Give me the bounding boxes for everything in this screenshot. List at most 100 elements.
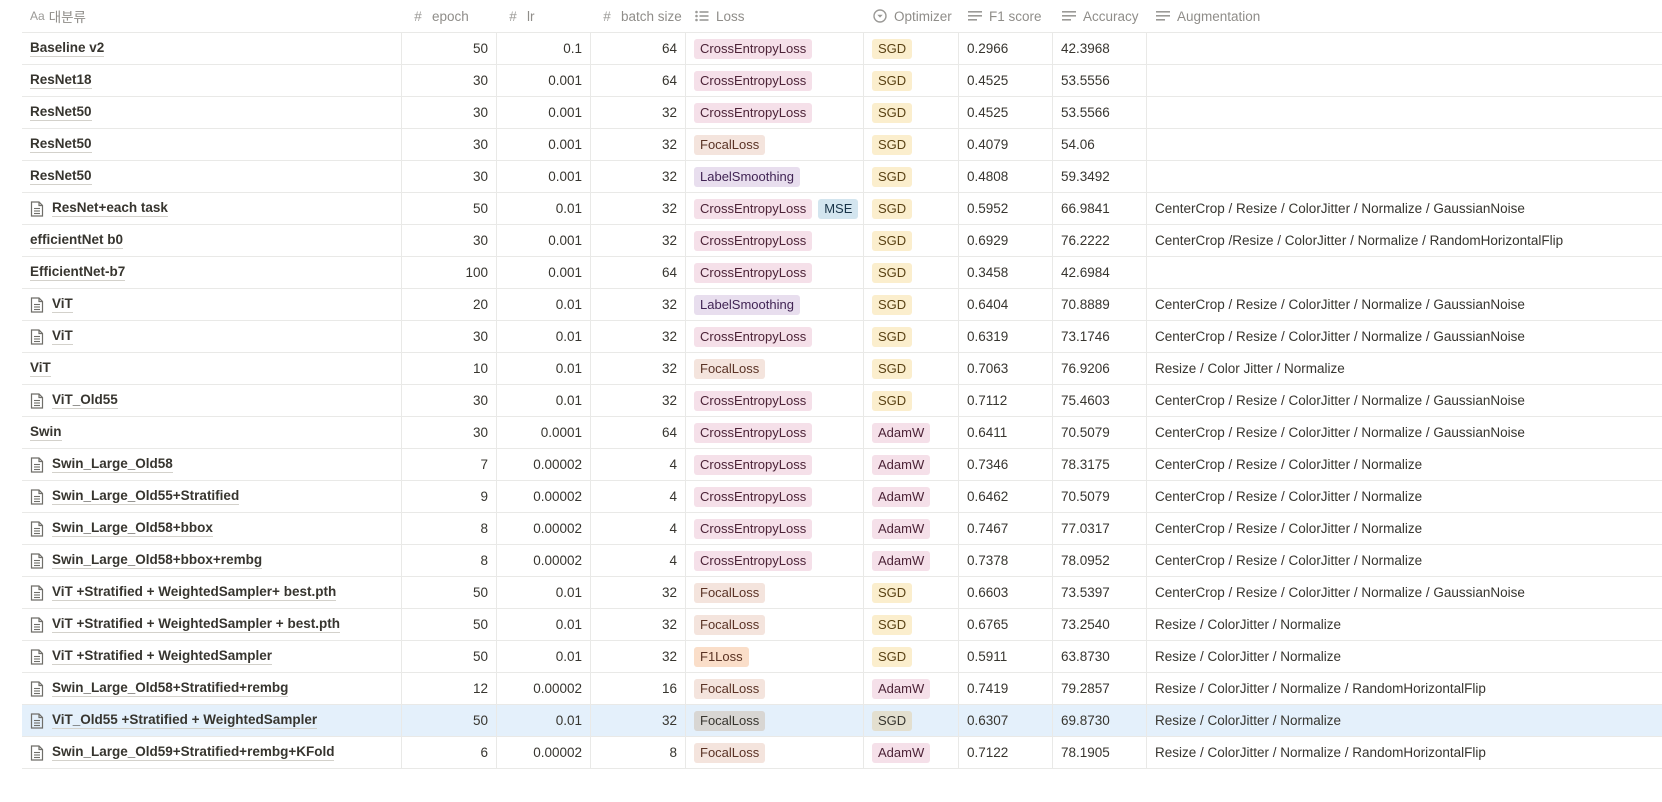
cell-optimizer[interactable]: AdamW [864,673,959,704]
cell-lr[interactable]: 0.01 [497,641,591,672]
cell-lr[interactable]: 0.001 [497,97,591,128]
row-title[interactable]: Swin_Large_Old59+Stratified+rembg+KFold [52,744,335,761]
table-row[interactable]: ViT_Old55 30 0.01 32 CrossEntropyLoss SG… [22,385,1662,417]
cell-epoch[interactable]: 10 [402,353,497,384]
column-header-name[interactable]: Aa 대분류 [22,0,402,32]
column-header-optimizer[interactable]: Optimizer [864,0,959,32]
cell-loss[interactable]: F1Loss [686,641,864,672]
cell-batch-size[interactable]: 32 [591,225,686,256]
row-title[interactable]: EfficientNet-b7 [30,264,126,281]
cell-epoch[interactable]: 30 [402,417,497,448]
cell-augmentation[interactable]: Resize / ColorJitter / Normalize [1147,705,1662,736]
cell-loss[interactable]: FocalLoss [686,353,864,384]
cell-epoch[interactable]: 30 [402,97,497,128]
table-row[interactable]: ViT 20 0.01 32 LabelSmoothing SGD 0.6404… [22,289,1662,321]
cell-accuracy[interactable]: 79.2857 [1053,673,1147,704]
cell-epoch[interactable]: 8 [402,513,497,544]
cell-f1-score[interactable]: 0.7467 [959,513,1053,544]
cell-batch-size[interactable]: 64 [591,257,686,288]
cell-f1-score[interactable]: 0.2966 [959,33,1053,64]
cell-epoch[interactable]: 30 [402,65,497,96]
cell-f1-score[interactable]: 0.6319 [959,321,1053,352]
cell-name[interactable]: Swin_Large_Old58+bbox [22,513,402,544]
cell-batch-size[interactable]: 32 [591,97,686,128]
cell-accuracy[interactable]: 78.0952 [1053,545,1147,576]
table-row[interactable]: ResNet+each task 50 0.01 32 CrossEntropy… [22,193,1662,225]
column-header-batch-size[interactable]: # batch size [591,0,686,32]
column-header-epoch[interactable]: # epoch [402,0,497,32]
cell-augmentation[interactable]: Resize / Color Jitter / Normalize [1147,353,1662,384]
cell-augmentation[interactable]: CenterCrop / Resize / ColorJitter / Norm… [1147,513,1662,544]
cell-lr[interactable]: 0.001 [497,225,591,256]
cell-lr[interactable]: 0.001 [497,257,591,288]
cell-f1-score[interactable]: 0.7122 [959,737,1053,768]
cell-optimizer[interactable]: AdamW [864,545,959,576]
cell-accuracy[interactable]: 42.3968 [1053,33,1147,64]
row-title[interactable]: ViT +Stratified + WeightedSampler [52,648,273,665]
table-row[interactable]: Swin_Large_Old58+bbox+rembg 8 0.00002 4 … [22,545,1662,577]
cell-batch-size[interactable]: 32 [591,385,686,416]
row-title[interactable]: ViT [52,328,73,345]
cell-accuracy[interactable]: 42.6984 [1053,257,1147,288]
cell-epoch[interactable]: 50 [402,609,497,640]
cell-augmentation[interactable]: CenterCrop /Resize / ColorJitter / Norma… [1147,225,1662,256]
cell-lr[interactable]: 0.00002 [497,545,591,576]
cell-lr[interactable]: 0.01 [497,385,591,416]
cell-loss[interactable]: CrossEntropyLoss [686,321,864,352]
cell-loss[interactable]: CrossEntropyLoss [686,225,864,256]
cell-epoch[interactable]: 50 [402,193,497,224]
cell-f1-score[interactable]: 0.6929 [959,225,1053,256]
cell-f1-score[interactable]: 0.4808 [959,161,1053,192]
cell-f1-score[interactable]: 0.7346 [959,449,1053,480]
cell-f1-score[interactable]: 0.4525 [959,97,1053,128]
cell-augmentation[interactable] [1147,129,1662,160]
column-header-augmentation[interactable]: Augmentation [1147,0,1662,32]
cell-loss[interactable]: FocalLoss [686,737,864,768]
cell-f1-score[interactable]: 0.4525 [959,65,1053,96]
cell-lr[interactable]: 0.00002 [497,481,591,512]
cell-batch-size[interactable]: 4 [591,545,686,576]
cell-accuracy[interactable]: 54.06 [1053,129,1147,160]
cell-augmentation[interactable]: CenterCrop / Resize / ColorJitter / Norm… [1147,449,1662,480]
row-title[interactable]: ResNet50 [30,104,92,121]
cell-epoch[interactable]: 50 [402,33,497,64]
cell-augmentation[interactable]: CenterCrop / Resize / ColorJitter / Norm… [1147,545,1662,576]
cell-optimizer[interactable]: AdamW [864,513,959,544]
cell-optimizer[interactable]: AdamW [864,737,959,768]
cell-epoch[interactable]: 50 [402,577,497,608]
cell-batch-size[interactable]: 32 [591,193,686,224]
cell-batch-size[interactable]: 4 [591,481,686,512]
cell-loss[interactable]: CrossEntropyLoss [686,481,864,512]
cell-name[interactable]: Swin_Large_Old55+Stratified [22,481,402,512]
table-row[interactable]: ViT +Stratified + WeightedSampler 50 0.0… [22,641,1662,673]
cell-loss[interactable]: CrossEntropyLoss [686,417,864,448]
cell-batch-size[interactable]: 32 [591,641,686,672]
cell-accuracy[interactable]: 70.5079 [1053,417,1147,448]
cell-f1-score[interactable]: 0.3458 [959,257,1053,288]
cell-batch-size[interactable]: 64 [591,65,686,96]
cell-name[interactable]: ResNet50 [22,97,402,128]
cell-loss[interactable]: CrossEntropyLoss [686,545,864,576]
table-row[interactable]: ResNet50 30 0.001 32 CrossEntropyLoss SG… [22,97,1662,129]
cell-optimizer[interactable]: SGD [864,385,959,416]
cell-augmentation[interactable] [1147,161,1662,192]
cell-epoch[interactable]: 50 [402,641,497,672]
cell-name[interactable]: ViT +Stratified + WeightedSampler [22,641,402,672]
table-row[interactable]: EfficientNet-b7 100 0.001 64 CrossEntrop… [22,257,1662,289]
cell-name[interactable]: Swin_Large_Old58 [22,449,402,480]
cell-epoch[interactable]: 6 [402,737,497,768]
table-row[interactable]: ViT_Old55 +Stratified + WeightedSampler … [22,705,1662,737]
cell-loss[interactable]: CrossEntropyLoss MSE [686,193,864,224]
cell-loss[interactable]: CrossEntropyLoss [686,385,864,416]
cell-loss[interactable]: CrossEntropyLoss [686,449,864,480]
cell-optimizer[interactable]: SGD [864,353,959,384]
cell-optimizer[interactable]: SGD [864,321,959,352]
table-row[interactable]: ViT +Stratified + WeightedSampler+ best.… [22,577,1662,609]
cell-lr[interactable]: 0.001 [497,65,591,96]
cell-lr[interactable]: 0.01 [497,577,591,608]
cell-f1-score[interactable]: 0.7112 [959,385,1053,416]
cell-lr[interactable]: 0.01 [497,321,591,352]
cell-lr[interactable]: 0.1 [497,33,591,64]
row-title[interactable]: Swin_Large_Old58+Stratified+rembg [52,680,289,697]
table-row[interactable]: Swin 30 0.0001 64 CrossEntropyLoss AdamW… [22,417,1662,449]
